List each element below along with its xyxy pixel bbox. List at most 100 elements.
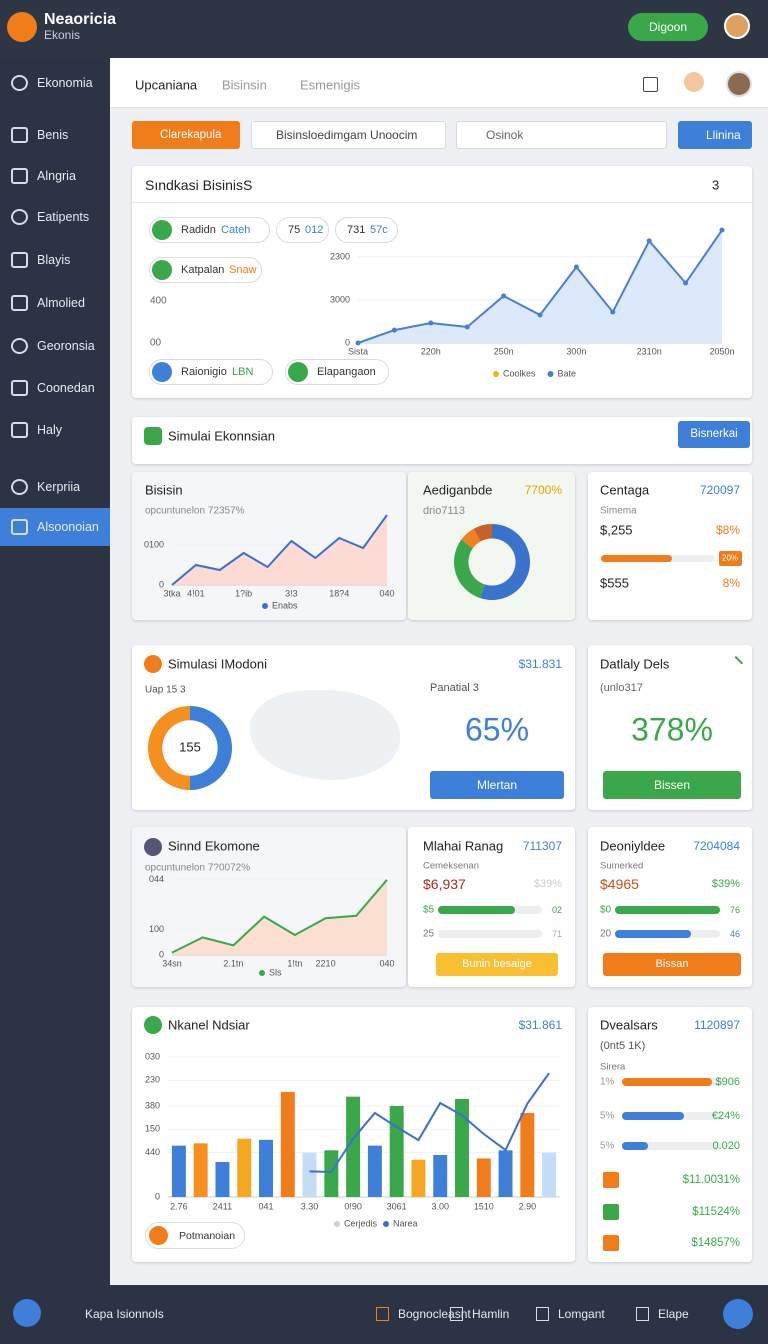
- axis-label: 400: [150, 295, 167, 307]
- sidebar-icon: [11, 338, 28, 354]
- big-value: 65%: [464, 711, 530, 748]
- action-button[interactable]: [678, 121, 752, 149]
- card-label: Cemeksenan: [423, 860, 479, 872]
- footer-item-icon: [636, 1307, 649, 1321]
- card-code: 7700%: [524, 483, 562, 497]
- section-button[interactable]: [678, 421, 750, 448]
- tab[interactable]: Upcaniana: [135, 77, 198, 93]
- card-label: opcuntunelon 7?0072%: [145, 862, 251, 874]
- section-icon: [144, 427, 162, 445]
- sidebar-item[interactable]: Benis: [37, 128, 69, 142]
- tab[interactable]: Bisinsin: [222, 77, 267, 93]
- item-icon: [603, 1203, 619, 1220]
- sidebar-item[interactable]: Coonedan: [37, 381, 95, 395]
- search[interactable]: [456, 121, 667, 149]
- sidebar-item[interactable]: Alngria: [37, 169, 76, 183]
- button-label[interactable]: Bissen: [653, 778, 691, 792]
- pill-label[interactable]: Raionigio: [181, 366, 227, 378]
- button-label[interactable]: Bissan: [655, 958, 689, 970]
- sidebar-icon: [11, 519, 28, 535]
- button[interactable]: [603, 953, 741, 976]
- header-button-label[interactable]: Digoon: [648, 20, 688, 34]
- card-count: 3: [712, 177, 720, 193]
- action-button-label[interactable]: Llinina: [706, 128, 741, 142]
- footer-icon[interactable]: [13, 1299, 41, 1327]
- chat-button[interactable]: [723, 1299, 753, 1329]
- footer-item[interactable]: Elape: [658, 1307, 689, 1321]
- bar-tag: 46: [729, 929, 740, 939]
- sidebar-item[interactable]: Haly: [37, 423, 63, 437]
- card-icon: [144, 838, 162, 856]
- pill-label[interactable]: 731: [347, 224, 366, 236]
- pill-value[interactable]: LBN: [232, 366, 254, 378]
- card-title: Datlaly Dels: [600, 656, 670, 672]
- pill[interactable]: [335, 217, 398, 243]
- outline-button-label[interactable]: Potmanoian: [179, 1230, 236, 1242]
- card-title: Sındkasi BisinisS: [145, 177, 253, 193]
- card-divider: [132, 202, 752, 203]
- section-button-label[interactable]: Bisnerkai: [690, 428, 738, 440]
- row-amount: $906: [715, 1076, 740, 1088]
- pill[interactable]: [276, 217, 329, 243]
- card-code: $31.831: [518, 657, 562, 671]
- footer-item[interactable]: Lomgant: [558, 1307, 605, 1321]
- pill-value[interactable]: Cateh: [221, 224, 251, 236]
- select[interactable]: [251, 121, 446, 149]
- card-label: Uap 15 3: [145, 684, 186, 696]
- sidebar-item[interactable]: Kerpriia: [37, 480, 81, 494]
- footer-item[interactable]: Hamlin: [472, 1307, 510, 1321]
- percent: $8%: [715, 523, 740, 537]
- button[interactable]: [436, 953, 558, 976]
- pill-label[interactable]: Katpalan: [181, 264, 225, 276]
- card-code: 720097: [699, 483, 740, 497]
- pill-label[interactable]: Radidn: [181, 224, 216, 236]
- row-label: 5%: [600, 1110, 615, 1122]
- tab[interactable]: Esmenigis: [300, 77, 360, 93]
- sidebar-item[interactable]: Alsoonoian: [37, 520, 99, 534]
- sidebar-active: [0, 508, 110, 546]
- pill-value[interactable]: 012: [305, 224, 324, 236]
- card-label: opcuntunelon 72357%: [145, 505, 245, 517]
- map: [250, 690, 400, 780]
- sidebar-item[interactable]: Ekonomia: [37, 76, 93, 90]
- button-label[interactable]: Bunin besaige: [462, 958, 532, 970]
- sidebar-item[interactable]: Georonsia: [37, 339, 95, 353]
- button-label[interactable]: Mlertan: [476, 778, 518, 792]
- percent: $39%: [711, 878, 740, 890]
- primary-button-label[interactable]: Clarekapula: [160, 129, 222, 141]
- button[interactable]: [603, 771, 741, 799]
- brand-sub: Ekonis: [44, 28, 81, 42]
- footer-item[interactable]: Bognocleasnt: [398, 1307, 471, 1321]
- header-button[interactable]: [628, 13, 708, 41]
- bar-fill: [622, 1078, 712, 1086]
- pill-icon: [288, 362, 308, 382]
- bar-fill: [622, 1112, 684, 1120]
- sidebar-item[interactable]: Eatipents: [37, 210, 90, 224]
- card-title: Centaga: [600, 482, 650, 498]
- card-title: Sinnd Ekomone: [168, 838, 260, 854]
- footer: [0, 1285, 768, 1344]
- card-label: Panatial 3: [430, 682, 479, 694]
- search-label[interactable]: Osinok: [486, 128, 524, 142]
- item-icon: [603, 1172, 619, 1188]
- card-code: 711307: [522, 839, 562, 853]
- card-icon: [144, 655, 162, 673]
- sidebar-item[interactable]: Almolied: [37, 296, 85, 310]
- bar-fill: [615, 906, 720, 914]
- button[interactable]: [430, 771, 564, 799]
- pill-label[interactable]: Elapangaon: [317, 366, 376, 378]
- sidebar-icon: [11, 127, 28, 143]
- sidebar-icon: [11, 380, 28, 396]
- select-label[interactable]: Bisinsloedimgam Unoocim: [276, 128, 418, 142]
- footer-link[interactable]: Kapa Isionnols: [85, 1307, 164, 1321]
- card-title: Dvealsars: [600, 1017, 658, 1033]
- bar-fill: [615, 930, 691, 938]
- row-amount: €24%: [711, 1110, 740, 1122]
- pill-value[interactable]: Snaw: [229, 264, 257, 276]
- pill-value[interactable]: 57c: [370, 224, 388, 236]
- primary-button[interactable]: [132, 121, 240, 149]
- pill-label[interactable]: 75: [288, 224, 301, 236]
- sidebar-item[interactable]: Blayis: [37, 253, 71, 267]
- pill-icon: [152, 220, 172, 240]
- card-label: Simema: [600, 505, 637, 517]
